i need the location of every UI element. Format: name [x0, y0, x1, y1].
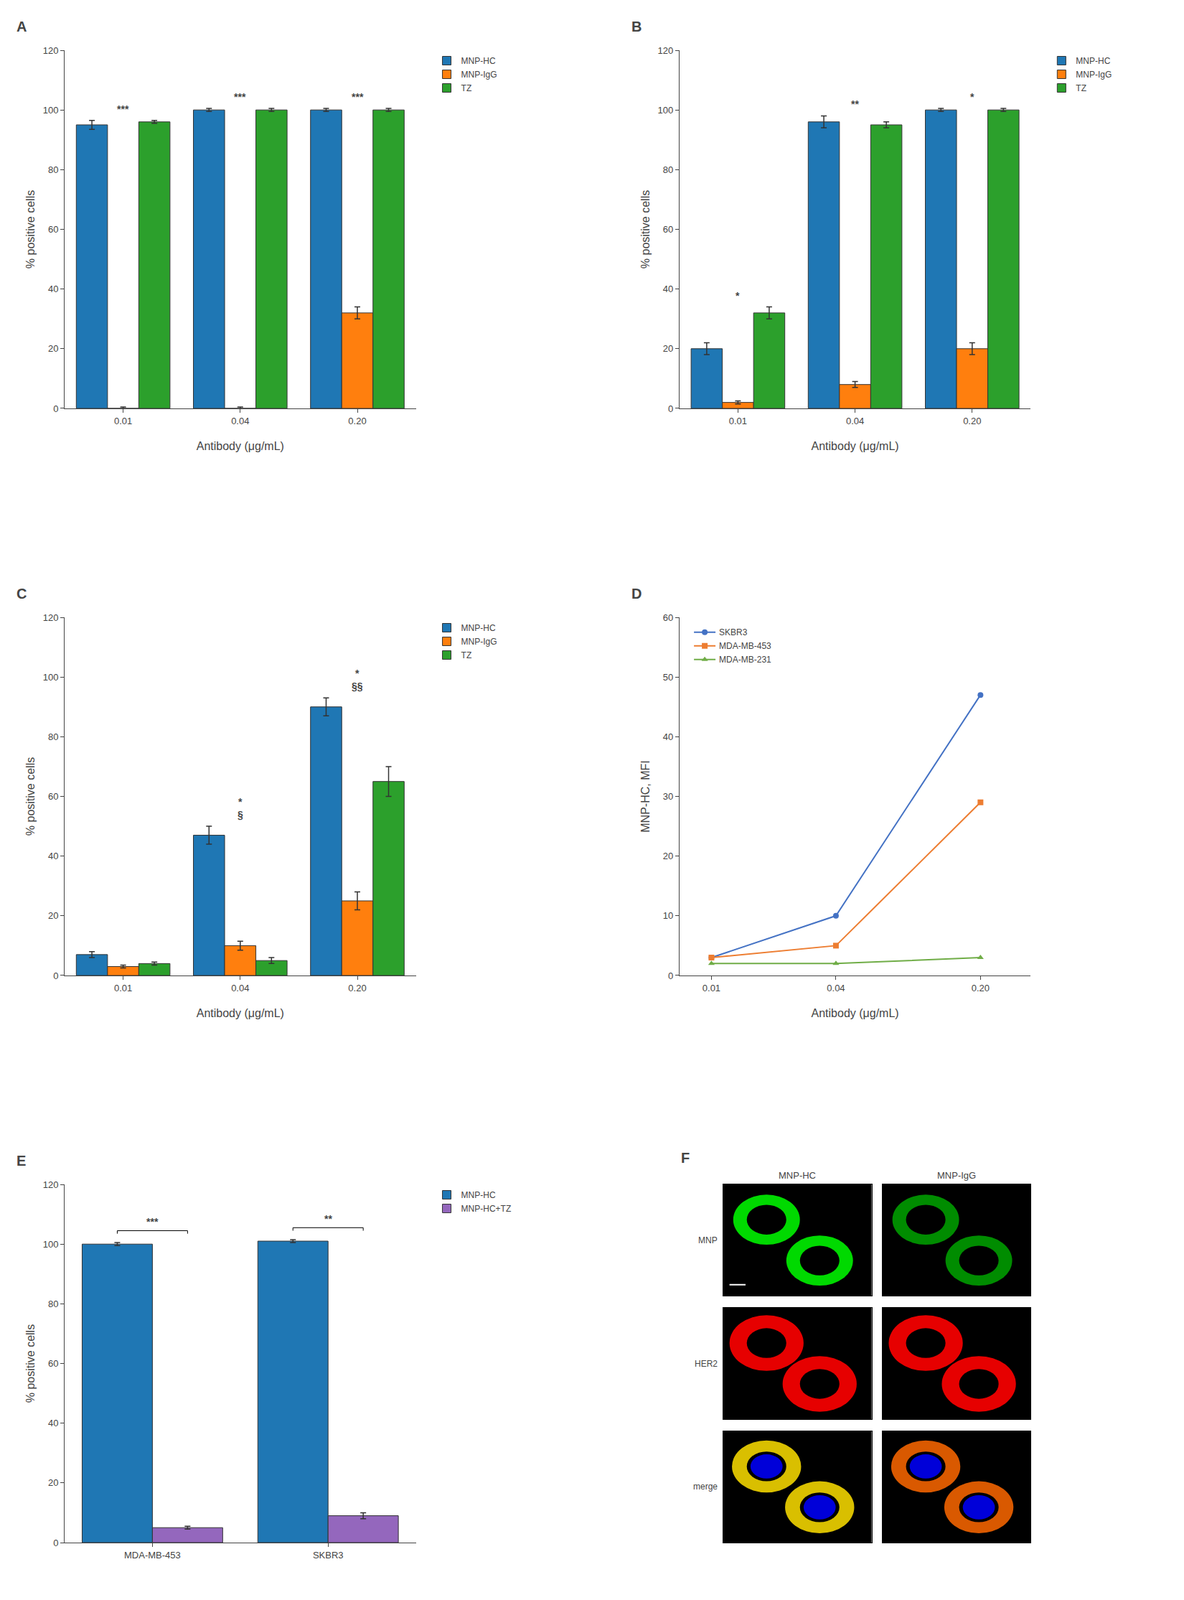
svg-text:MDA-MB-453: MDA-MB-453	[124, 1549, 181, 1561]
svg-text:TZ: TZ	[461, 650, 473, 661]
svg-text:TZ: TZ	[461, 83, 473, 94]
svg-text:100: 100	[657, 104, 674, 116]
svg-text:0: 0	[53, 1537, 59, 1548]
svg-text:20: 20	[663, 343, 674, 354]
svg-text:*: *	[735, 289, 740, 302]
svg-text:0.01: 0.01	[114, 415, 133, 427]
svg-text:40: 40	[663, 283, 674, 295]
svg-text:120: 120	[657, 45, 674, 56]
svg-text:100: 100	[43, 1238, 59, 1250]
svg-text:10: 10	[663, 909, 674, 921]
svg-text:40: 40	[663, 731, 674, 742]
svg-text:SKBR3: SKBR3	[312, 1549, 344, 1561]
svg-text:0.04: 0.04	[826, 982, 845, 994]
svg-text:MNP-IgG: MNP-IgG	[461, 636, 498, 647]
svg-text:MNP-IgG: MNP-IgG	[937, 1169, 976, 1181]
svg-text:B: B	[631, 18, 642, 35]
svg-text:HER2: HER2	[694, 1358, 718, 1369]
svg-text:80: 80	[663, 164, 674, 176]
svg-text:**: **	[851, 98, 859, 110]
svg-text:0.01: 0.01	[729, 415, 747, 427]
svg-text:20: 20	[48, 343, 59, 354]
svg-text:% positive cells: % positive cells	[639, 190, 652, 269]
svg-text:§§: §§	[351, 680, 364, 692]
svg-text:30: 30	[663, 790, 674, 802]
svg-text:80: 80	[48, 731, 59, 742]
svg-text:80: 80	[48, 164, 59, 176]
svg-text:MNP-HC+TZ: MNP-HC+TZ	[461, 1203, 512, 1214]
svg-text:MNP: MNP	[698, 1234, 718, 1245]
svg-text:MNP-HC: MNP-HC	[461, 622, 496, 633]
svg-text:50: 50	[663, 671, 674, 683]
svg-text:Antibody (μg/mL): Antibody (μg/mL)	[196, 1006, 285, 1019]
svg-text:40: 40	[48, 1417, 59, 1428]
svg-text:MNP-HC: MNP-HC	[1075, 55, 1111, 67]
svg-text:% positive cells: % positive cells	[24, 757, 37, 836]
svg-text:§: §	[237, 808, 244, 821]
svg-text:40: 40	[48, 283, 59, 295]
svg-text:A: A	[16, 18, 27, 35]
svg-text:*: *	[238, 795, 243, 808]
svg-text:***: ***	[351, 91, 364, 103]
svg-text:Antibody (μg/mL): Antibody (μg/mL)	[196, 439, 285, 453]
svg-text:***: ***	[233, 91, 247, 103]
svg-text:0: 0	[53, 403, 59, 415]
svg-text:TZ: TZ	[1075, 83, 1087, 94]
svg-text:MDA-MB-453: MDA-MB-453	[719, 640, 772, 651]
svg-text:F: F	[680, 1149, 690, 1166]
svg-text:0.20: 0.20	[348, 982, 366, 994]
svg-text:20: 20	[48, 1476, 59, 1488]
svg-text:*: *	[970, 91, 975, 103]
svg-text:0.01: 0.01	[114, 982, 133, 994]
svg-text:MNP-IgG: MNP-IgG	[1075, 69, 1112, 80]
svg-text:MNP-HC: MNP-HC	[461, 1189, 496, 1200]
svg-text:80: 80	[48, 1298, 59, 1309]
svg-text:***: ***	[116, 103, 130, 115]
svg-text:Antibody (μg/mL): Antibody (μg/mL)	[811, 1006, 900, 1019]
svg-text:100: 100	[43, 104, 59, 116]
svg-text:MNP-IgG: MNP-IgG	[461, 69, 498, 80]
svg-text:*: *	[355, 667, 360, 679]
svg-text:MNP-HC: MNP-HC	[461, 55, 496, 67]
svg-text:% positive cells: % positive cells	[24, 190, 37, 269]
svg-text:0.04: 0.04	[231, 982, 249, 994]
svg-text:**: **	[324, 1212, 333, 1225]
svg-text:100: 100	[43, 671, 59, 683]
svg-text:20: 20	[48, 909, 59, 921]
svg-text:120: 120	[43, 1178, 59, 1190]
svg-text:D: D	[631, 585, 642, 602]
svg-text:SKBR3: SKBR3	[719, 627, 748, 638]
svg-text:120: 120	[43, 612, 59, 623]
svg-text:E: E	[16, 1152, 26, 1169]
svg-text:60: 60	[663, 612, 674, 623]
svg-text:0.20: 0.20	[971, 982, 990, 994]
svg-text:0: 0	[668, 970, 674, 981]
svg-text:0.04: 0.04	[846, 415, 864, 427]
svg-text:120: 120	[43, 45, 59, 56]
svg-text:MNP-HC, MFI: MNP-HC, MFI	[639, 759, 652, 832]
svg-text:MNP-HC: MNP-HC	[778, 1169, 816, 1181]
svg-text:20: 20	[663, 850, 674, 862]
svg-text:0.20: 0.20	[962, 415, 981, 427]
svg-text:60: 60	[663, 223, 674, 235]
svg-text:% positive cells: % positive cells	[24, 1323, 37, 1403]
svg-text:40: 40	[48, 850, 59, 862]
svg-text:0: 0	[53, 970, 59, 981]
svg-text:merge: merge	[693, 1481, 718, 1492]
svg-text:60: 60	[48, 223, 59, 235]
svg-text:60: 60	[48, 1357, 59, 1369]
svg-text:0: 0	[668, 403, 674, 415]
svg-text:0.20: 0.20	[348, 415, 366, 427]
svg-text:***: ***	[146, 1215, 159, 1228]
svg-text:0.01: 0.01	[702, 982, 721, 994]
svg-text:0.04: 0.04	[231, 415, 249, 427]
svg-text:MDA-MB-231: MDA-MB-231	[719, 654, 772, 665]
svg-text:60: 60	[48, 790, 59, 802]
svg-text:Antibody (μg/mL): Antibody (μg/mL)	[811, 439, 900, 453]
svg-text:C: C	[16, 585, 27, 602]
